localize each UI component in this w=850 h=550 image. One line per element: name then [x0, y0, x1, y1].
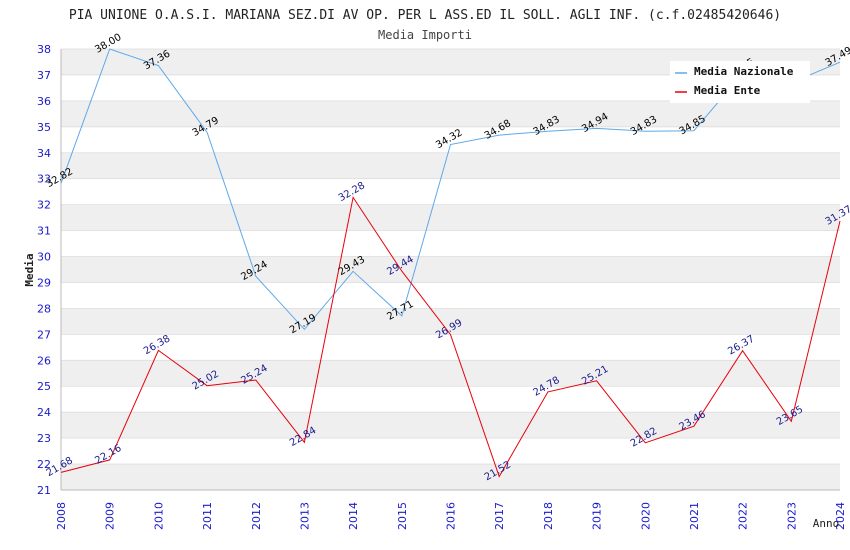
grid-bands	[60, 48, 840, 491]
y-tick-label: 22	[37, 458, 51, 471]
y-tick-label: 30	[37, 251, 51, 264]
x-tick-label: 2023	[785, 502, 798, 530]
y-tick-label: 31	[37, 225, 51, 238]
grid-band	[61, 126, 840, 153]
grid-band	[61, 256, 840, 283]
grid-band	[61, 100, 840, 127]
x-tick-label: 2014	[347, 502, 360, 530]
x-tick-label: 2008	[55, 502, 68, 530]
x-tick-label: 2012	[250, 502, 263, 530]
y-tick-label: 38	[37, 43, 51, 56]
grid-band	[61, 230, 840, 257]
chart-title: PIA UNIONE O.A.S.I. MARIANA SEZ.DI AV OP…	[69, 8, 781, 23]
x-tick-label: 2018	[542, 502, 555, 530]
x-tick-label: 2009	[104, 502, 117, 530]
y-tick-label: 37	[37, 69, 51, 82]
legend-box	[670, 61, 810, 103]
grid-band	[61, 204, 840, 231]
series-line-nazionale	[60, 48, 841, 331]
y-tick-label: 32	[37, 199, 51, 212]
legend: Media Nazionale Media Ente	[670, 61, 810, 103]
x-tick-label: 2017	[493, 502, 506, 530]
x-tick-label: 2015	[396, 502, 409, 530]
grid-band	[61, 282, 840, 309]
x-tick-label: 2010	[152, 502, 165, 530]
x-tick-label: 2021	[688, 502, 701, 530]
y-tick-label: 34	[37, 147, 51, 160]
y-tick-label: 27	[37, 328, 51, 341]
grid-band	[61, 334, 840, 361]
x-tick-label: 2024	[834, 502, 847, 530]
y-tick-label: 33	[37, 173, 51, 186]
x-tick-label: 2022	[737, 502, 750, 530]
x-tick-label: 2016	[445, 502, 458, 530]
grid-band	[61, 178, 840, 205]
grid-band	[61, 386, 840, 413]
x-tick-label: 2011	[201, 502, 214, 530]
x-axis-label: Anno	[813, 517, 840, 530]
x-tick-label: 2013	[298, 502, 311, 530]
y-tick-label: 36	[37, 95, 51, 108]
x-axis: 2008 2009 2010 2011 2012 2013 2014 2015 2016 2017…	[55, 502, 847, 530]
y-tick-label: 21	[37, 484, 51, 497]
grid-band	[61, 412, 840, 439]
grid-band	[61, 308, 840, 335]
x-tick-label: 2019	[591, 502, 604, 530]
y-tick-label: 25	[37, 380, 51, 393]
legend-label-ente: Media Ente	[694, 84, 761, 97]
chart-subtitle: Media Importi	[378, 28, 472, 42]
grid-band	[61, 464, 840, 490]
series-line-ente	[60, 196, 841, 478]
grid-band	[61, 360, 840, 387]
grid-band	[61, 152, 840, 179]
y-tick-label: 23	[37, 432, 51, 445]
y-tick-label: 24	[37, 406, 51, 419]
y-tick-label: 28	[37, 302, 51, 315]
y-axis: 21 22 23 24 25 26 27 28 29 30 31 32 33 34 35 36 37 38	[37, 43, 51, 497]
x-tick-label: 2020	[639, 502, 652, 530]
y-tick-label: 35	[37, 121, 51, 134]
y-tick-label: 26	[37, 354, 51, 367]
series-lines	[60, 48, 841, 478]
y-tick-label: 29	[37, 276, 51, 289]
legend-label-nazionale: Media Nazionale	[694, 65, 794, 78]
grid-band	[61, 438, 840, 465]
y-axis-label: Media	[23, 253, 36, 286]
